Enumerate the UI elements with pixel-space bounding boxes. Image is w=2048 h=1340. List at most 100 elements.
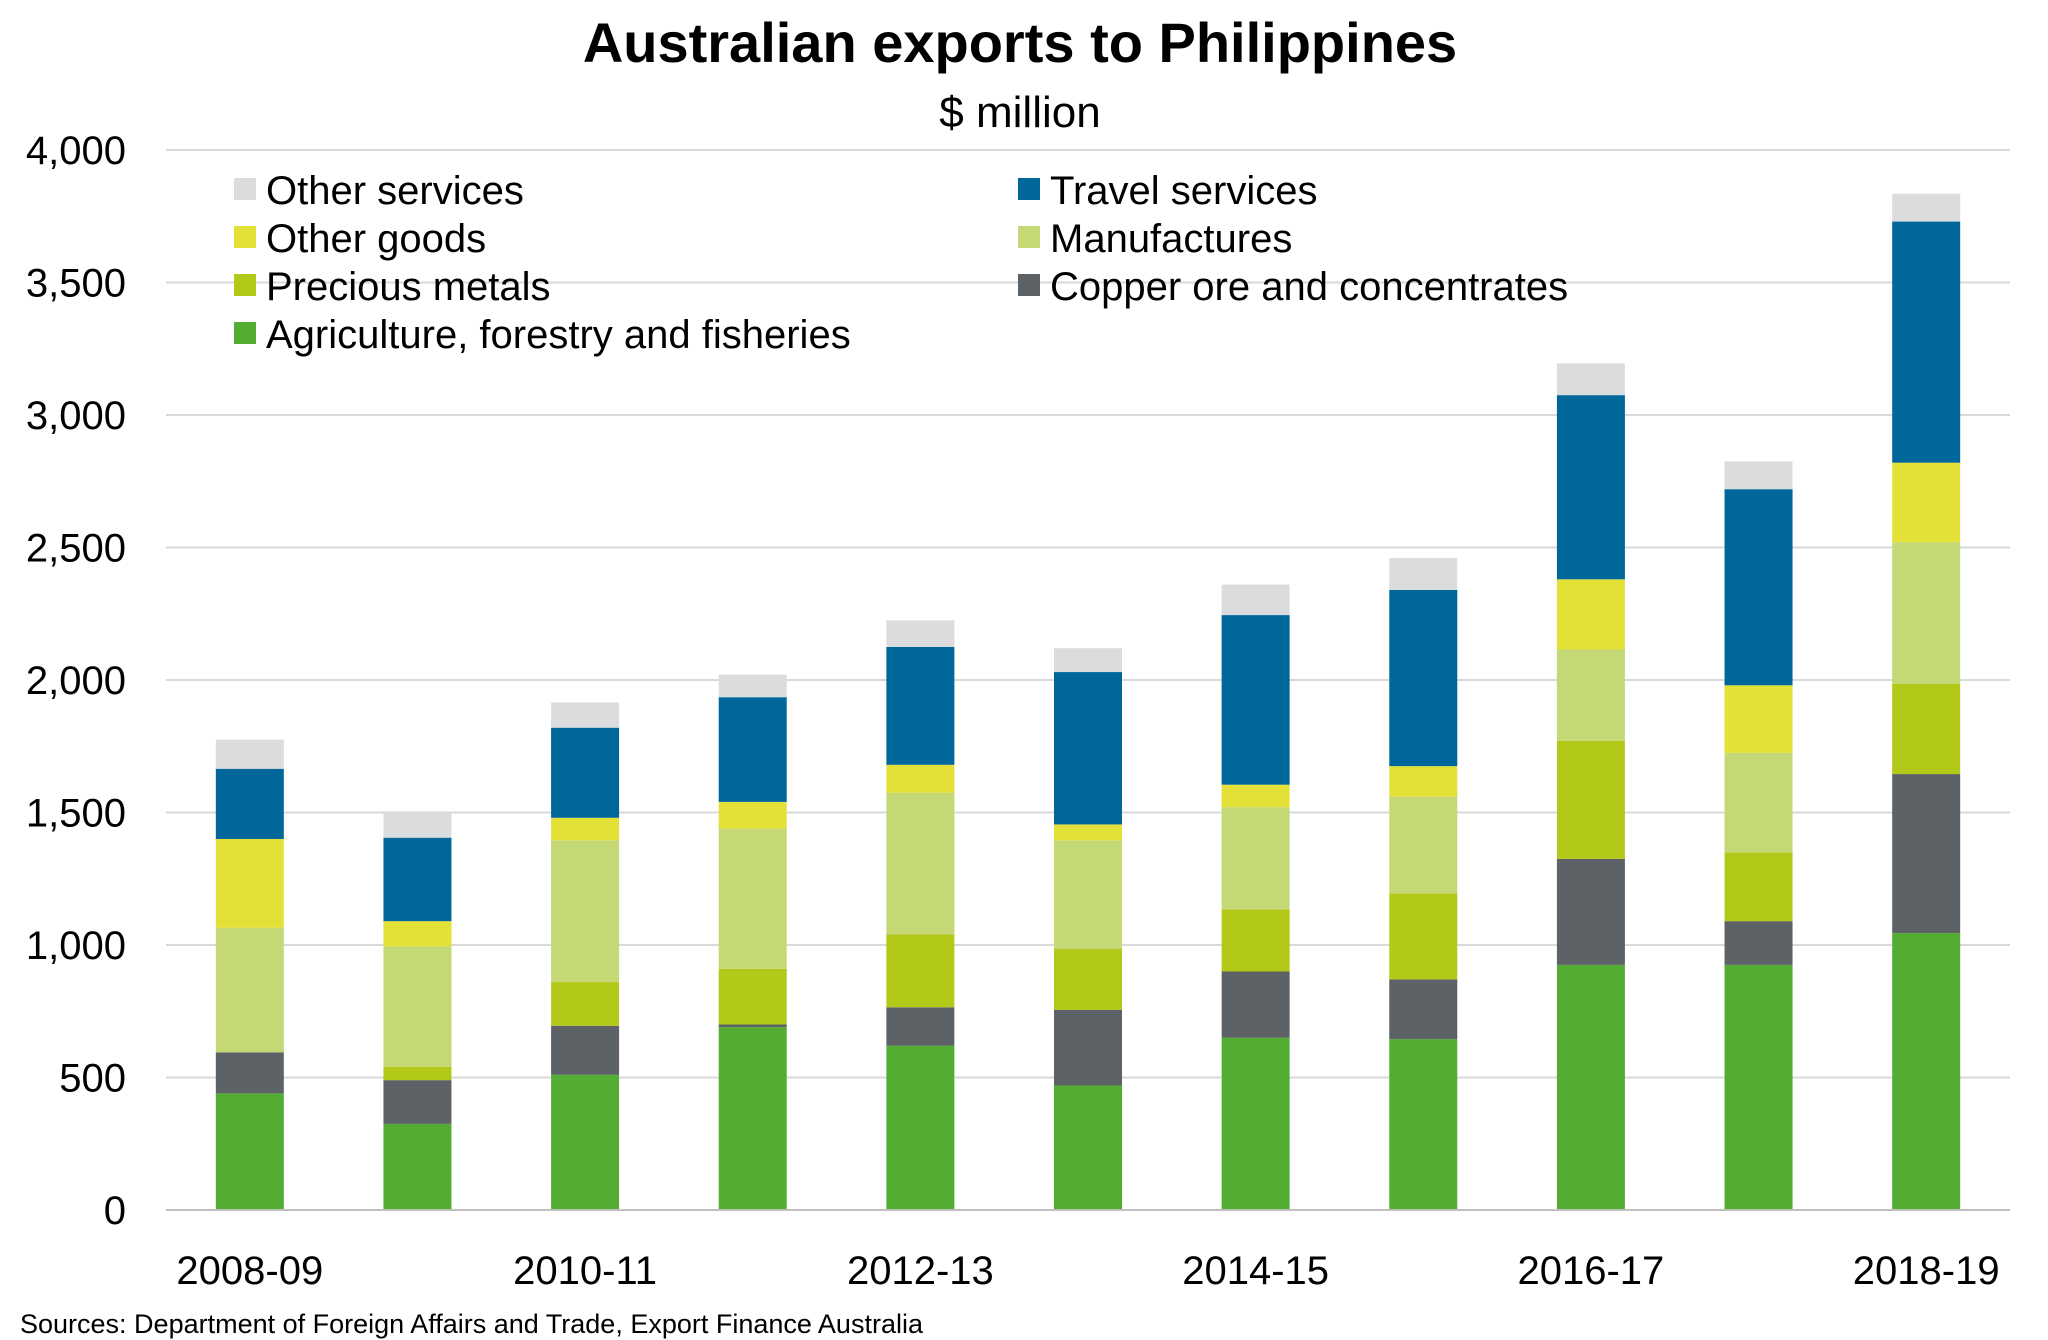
bar-segment-other-goods	[1556, 579, 1625, 650]
bar-segment-agriculture-forestry-and-fisheries	[1221, 1037, 1290, 1210]
bar-segment-precious-metals	[1892, 683, 1961, 775]
legend-label: Manufactures	[1050, 217, 1292, 261]
x-tick-label: 2012-13	[847, 1249, 994, 1293]
bar-segment-copper-ore-and-concentrates	[215, 1052, 284, 1094]
bar-segment-copper-ore-and-concentrates	[1054, 1009, 1122, 1086]
bar-segment-precious-metals	[1389, 893, 1458, 980]
legend-swatch	[1018, 274, 1040, 296]
bar-segment-manufactures	[1054, 840, 1122, 949]
bar-segment-precious-metals	[1221, 909, 1290, 972]
y-tick-label: 2,500	[26, 527, 126, 571]
bar-segment-agriculture-forestry-and-fisheries	[1724, 964, 1793, 1210]
bar-segment-copper-ore-and-concentrates	[886, 1007, 955, 1046]
bar-segment-travel-services	[551, 727, 620, 818]
y-tick-label: 0	[104, 1189, 126, 1233]
x-tick-label: 2016-17	[1518, 1249, 1665, 1293]
bar-segment-other-services	[718, 674, 787, 698]
bar-segment-other-goods	[1389, 766, 1458, 797]
bar-segment-travel-services	[1389, 589, 1458, 767]
bar-segment-other-services	[551, 702, 620, 728]
legend-item-manufactures: Manufactures	[1018, 217, 1292, 261]
bar-segment-other-goods	[383, 921, 452, 947]
bar-segment-manufactures	[551, 840, 620, 983]
bar-segment-copper-ore-and-concentrates	[1389, 979, 1458, 1040]
bar-segment-copper-ore-and-concentrates	[383, 1080, 452, 1124]
legend-label: Precious metals	[266, 265, 551, 309]
bar-segment-other-services	[1054, 648, 1122, 673]
bar-segment-copper-ore-and-concentrates	[1724, 921, 1793, 965]
chart-subtitle: $ million	[939, 88, 1100, 137]
legend-swatch	[234, 178, 256, 200]
bar-stack-2015-16	[1389, 558, 1458, 1210]
bar-segment-agriculture-forestry-and-fisheries	[886, 1045, 955, 1210]
y-axis-ticks: 0 500 1,000 1,500 2,000 2,500 3,000 3,500 4,000	[26, 129, 126, 1233]
legend-swatch	[1018, 226, 1040, 248]
legend-swatch	[1018, 178, 1040, 200]
bar-stack-2009-10	[383, 812, 452, 1210]
legend-item-copper-ore-and-concentrates: Copper ore and concentrates	[1018, 265, 1568, 309]
bar-segment-manufactures	[1389, 796, 1458, 894]
bar-segment-other-goods	[886, 764, 955, 793]
bar-segment-manufactures	[1556, 649, 1625, 741]
bar-segment-other-services	[1389, 558, 1458, 590]
bar-segment-manufactures	[718, 828, 787, 969]
legend-label: Other services	[266, 169, 524, 213]
bar-segment-copper-ore-and-concentrates	[718, 1024, 787, 1028]
bar-segment-manufactures	[1221, 807, 1290, 910]
bar-segment-travel-services	[1724, 489, 1793, 686]
bar-segment-agriculture-forestry-and-fisheries	[1054, 1085, 1122, 1210]
bar-stack-2018-19	[1892, 193, 1961, 1210]
bar-segment-travel-services	[1221, 615, 1290, 785]
bar-segment-other-services	[1556, 363, 1625, 396]
bar-segment-precious-metals	[551, 982, 620, 1026]
bar-segment-precious-metals	[886, 934, 955, 1008]
bar-stack-2008-09	[215, 739, 284, 1210]
y-tick-label: 1,500	[26, 792, 126, 836]
bar-segment-travel-services	[1556, 395, 1625, 580]
bar-segment-other-goods	[1724, 685, 1793, 753]
y-tick-label: 500	[59, 1057, 126, 1101]
legend-item-precious-metals: Precious metals	[234, 265, 551, 309]
source-note: Sources: Department of Foreign Affairs a…	[20, 1309, 924, 1339]
bar-segment-other-goods	[1892, 462, 1961, 543]
x-tick-label: 2010-11	[513, 1249, 657, 1293]
bar-segment-manufactures	[886, 792, 955, 935]
bar-segment-travel-services	[718, 697, 787, 802]
legend-swatch	[234, 226, 256, 248]
bar-segment-travel-services	[383, 837, 452, 922]
y-tick-label: 1,000	[26, 924, 126, 968]
bar-segment-copper-ore-and-concentrates	[1556, 858, 1625, 965]
legend-item-other-services: Other services	[234, 169, 524, 213]
bar-segment-agriculture-forestry-and-fisheries	[215, 1093, 284, 1210]
bar-segment-other-services	[383, 812, 452, 838]
bar-segment-precious-metals	[1556, 740, 1625, 859]
bar-segment-other-services	[1724, 461, 1793, 490]
x-axis-ticks: 2008-09 2010-11 2012-13 2014-15 2016-17 2018-…	[176, 1249, 1999, 1293]
bar-segment-copper-ore-and-concentrates	[1892, 774, 1961, 934]
bar-segment-agriculture-forestry-and-fisheries	[1556, 964, 1625, 1210]
legend-item-travel-services: Travel services	[1018, 169, 1317, 213]
bar-segment-other-services	[215, 739, 284, 769]
legend-swatch	[234, 322, 256, 344]
bar-segment-manufactures	[1724, 752, 1793, 853]
bar-stack-2010-11	[551, 702, 620, 1210]
bar-segment-other-goods	[551, 817, 620, 841]
bar-segment-manufactures	[1892, 542, 1961, 684]
bar-stack-2016-17	[1556, 363, 1625, 1210]
x-tick-label: 2014-15	[1182, 1249, 1329, 1293]
bar-segment-other-goods	[1221, 784, 1290, 808]
bar-stack-2014-15	[1221, 584, 1290, 1210]
bar-segment-manufactures	[383, 946, 452, 1067]
legend-label: Copper ore and concentrates	[1050, 265, 1568, 309]
bar-segment-precious-metals	[1724, 852, 1793, 922]
bar-segment-manufactures	[215, 927, 284, 1053]
bar-segment-other-goods	[1054, 824, 1122, 841]
bar-segment-travel-services	[886, 646, 955, 765]
bar-segment-other-services	[1892, 193, 1961, 222]
bar-stack-2011-12	[718, 674, 787, 1210]
legend-label: Travel services	[1050, 169, 1317, 213]
legend-item-other-goods: Other goods	[234, 217, 486, 261]
x-tick-label: 2008-09	[176, 1249, 323, 1293]
legend-item-agriculture-forestry-and-fisheries: Agriculture, forestry and fisheries	[234, 313, 851, 357]
